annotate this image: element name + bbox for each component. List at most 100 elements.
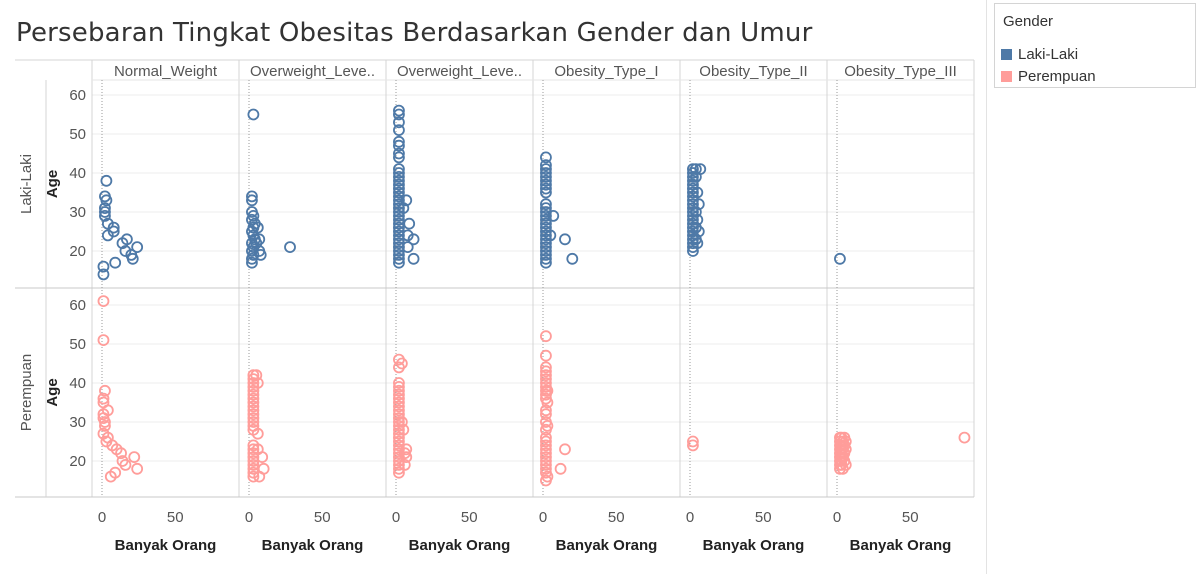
data-point [126,252,139,265]
y-tick-label: 30 [69,204,86,221]
row-header: Perempuan [18,354,35,432]
data-point [393,229,405,242]
data-point [540,186,552,199]
data-point [541,470,554,483]
x-tick-label: 0 [539,509,547,526]
data-point [247,400,260,413]
y-tick-label: 40 [69,165,86,182]
data-point [246,256,258,269]
data-point [540,361,552,374]
data-point [393,458,405,471]
data-point [393,443,405,456]
column-header: Obesity_Type_III [844,63,957,80]
data-point [540,163,552,176]
data-point [540,174,552,187]
data-point [128,451,141,464]
data-point [393,404,405,417]
data-point [540,229,552,242]
x-axis-title: Banyak Orang [409,537,511,554]
data-point [101,217,114,230]
data-point [393,400,405,413]
legend-label-perempuan: Perempuan [1018,68,1096,85]
data-point [540,182,552,195]
data-point [540,245,552,257]
data-point [540,198,552,211]
legend-item-perempuan[interactable]: Perempuan [1001,68,1096,86]
legend-item-laki-laki[interactable]: Laki-Laki [1001,46,1078,64]
x-tick-label: 50 [902,509,919,526]
data-point [247,416,260,428]
data-point [400,451,413,464]
y-tick-label: 60 [69,297,86,314]
y-axis-title: Age [44,170,61,198]
data-point [121,233,133,246]
data-point [393,104,405,117]
data-point [566,252,579,265]
x-tick-label: 50 [314,509,331,526]
data-point [692,225,705,238]
x-tick-label: 50 [755,509,772,526]
data-point [395,357,408,370]
data-point [393,178,405,191]
data-point [395,416,408,428]
column-header: Normal_Weight [114,63,218,80]
data-point [115,447,127,460]
chart-title: Persebaran Tingkat Obesitas Berdasarkan … [16,18,813,48]
data-point [250,369,263,382]
data-point [393,392,405,405]
data-point [559,233,571,246]
data-point [97,334,110,347]
scatter-plot-grid: Normal_Weight Overweight_Leve.. Overweight… [15,59,975,554]
data-point [540,443,552,456]
data-point [247,392,260,405]
data-point [547,209,560,222]
data-point [554,462,567,475]
data-point [393,124,405,137]
data-point [393,435,405,448]
data-point [393,139,405,152]
data-point [687,198,699,211]
x-axis-title: Banyak Orang [115,537,217,554]
data-point [839,443,852,456]
data-point [251,377,264,389]
data-point [540,369,552,382]
data-point [99,416,111,428]
data-point [119,245,132,257]
data-point [544,229,557,242]
data-point [687,435,699,448]
data-point [393,377,405,389]
data-point [393,388,405,401]
data-point [393,396,405,409]
data-point [540,431,552,444]
data-point [401,229,414,242]
data-point [393,462,405,475]
data-point [97,260,110,273]
gender-legend[interactable]: Gender Laki-Laki Perempuan [994,3,1196,88]
data-point [97,268,110,281]
data-point [540,462,552,475]
data-point [247,408,260,421]
legend-title: Gender [1003,13,1054,30]
data-point [393,451,405,464]
data-point [692,198,705,211]
data-point [407,233,420,246]
x-tick-label: 0 [98,509,106,526]
data-point [691,237,704,250]
data-point [540,458,552,471]
data-point [691,213,704,226]
pane-divider [986,0,987,574]
data-point [393,384,405,397]
data-point [109,256,122,269]
y-tick-label: 20 [69,453,86,470]
y-tick-label: 30 [69,414,86,431]
legend-label-laki-laki: Laki-Laki [1018,46,1079,63]
data-point [540,217,552,230]
data-point [397,202,410,215]
data-point [839,435,852,448]
column-header: Overweight_Leve.. [397,63,522,80]
data-point [540,349,552,362]
data-point [107,225,120,238]
data-point [958,431,971,444]
data-point [247,377,260,389]
data-point [400,194,413,207]
